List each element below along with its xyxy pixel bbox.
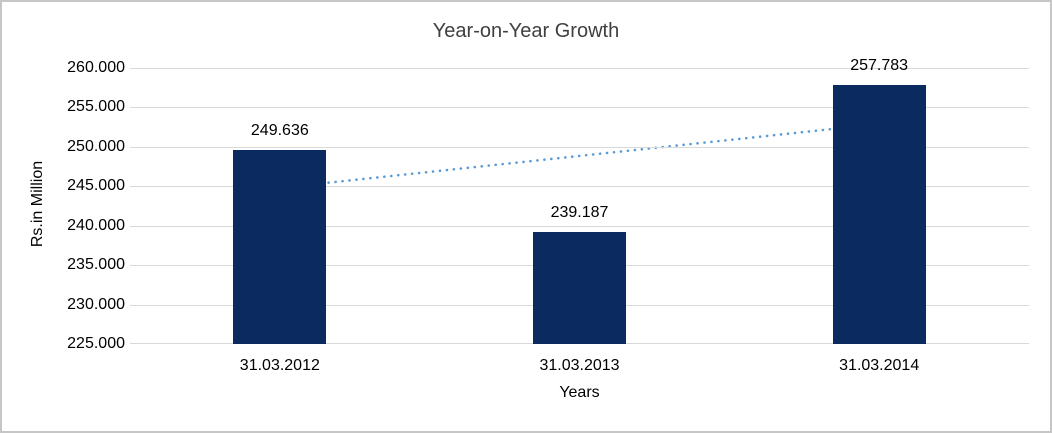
bar-31.03.2012: [233, 149, 327, 344]
chart-title: Year-on-Year Growth: [432, 20, 620, 42]
trendline-path: [278, 122, 881, 190]
y-tick-label: 245.000: [67, 177, 125, 195]
bar-data-label: 249.636: [250, 121, 309, 139]
x-tick-label: 31.03.2013: [539, 357, 620, 374]
y-tick-label: 250.000: [67, 137, 125, 155]
y-tick-label: 260.000: [67, 59, 125, 76]
x-axis-category-labels: 31.03.2012 31.03.2013 31.03.2014: [130, 356, 1029, 376]
x-axis-title: Years: [559, 384, 600, 401]
gridline: [130, 107, 1029, 109]
y-axis-title: Rs.in Million: [29, 160, 46, 248]
x-tick-label: 31.03.2012: [239, 357, 320, 374]
trendline: [278, 122, 881, 190]
bar-31.03.2013: [533, 232, 626, 344]
bar-31.03.2014: [832, 85, 926, 344]
bar-data-label: 239.187: [550, 204, 609, 222]
y-tick-label: 240.000: [67, 216, 125, 234]
y-tick-label: 230.000: [67, 295, 125, 313]
gridline: [130, 68, 1029, 69]
y-tick-label: 225.000: [67, 335, 125, 352]
gridline: [130, 186, 1029, 188]
y-tick-label: 235.000: [67, 256, 125, 274]
gridline: [130, 225, 1029, 227]
x-tick-label: 31.03.2014: [839, 357, 920, 374]
y-tick-label: 255.000: [67, 98, 125, 116]
gridline: [130, 146, 1029, 148]
plot-area: 249.636 239.187 257.783: [130, 57, 1029, 344]
bar-data-label: 257.783: [850, 57, 909, 75]
